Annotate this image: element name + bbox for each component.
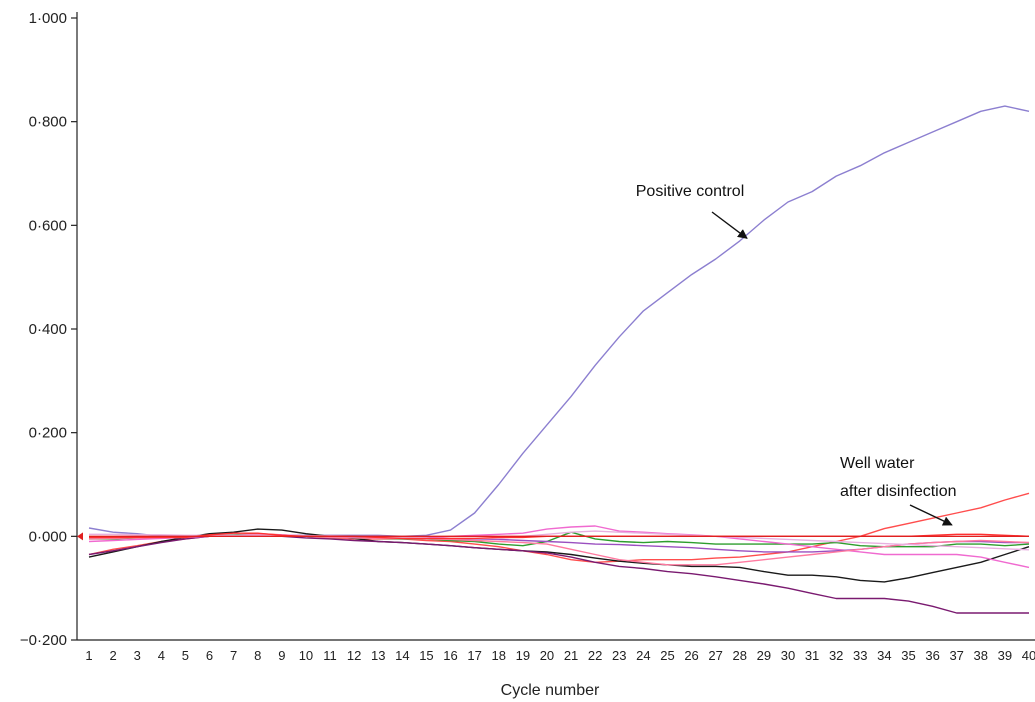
- x-tick-label: 30: [781, 648, 795, 663]
- x-tick-label: 11: [323, 648, 337, 663]
- x-tick-label: 33: [853, 648, 867, 663]
- x-tick-label: 4: [158, 648, 165, 663]
- annotation-positive-control: Positive control: [636, 183, 745, 200]
- y-tick-label: 0·600: [29, 217, 67, 234]
- x-tick-label: 20: [540, 648, 554, 663]
- x-tick-label: 7: [230, 648, 237, 663]
- x-tick-label: 31: [805, 648, 819, 663]
- y-tick-label: 1·000: [29, 10, 67, 27]
- y-tick-label: 0·000: [29, 528, 67, 545]
- annotation-well-water-line2: after disinfection: [840, 483, 957, 500]
- x-tick-label: 19: [516, 648, 530, 663]
- x-tick-label: 13: [371, 648, 385, 663]
- x-tick-label: 34: [877, 648, 891, 663]
- x-tick-label: 2: [109, 648, 116, 663]
- x-tick-label: 8: [254, 648, 261, 663]
- x-tick-label: 26: [684, 648, 698, 663]
- x-tick-label: 22: [588, 648, 602, 663]
- x-tick-label: 12: [347, 648, 361, 663]
- annotation-arrow-positive-control: [711, 211, 748, 239]
- x-tick-label: 1: [85, 648, 92, 663]
- x-tick-label: 10: [299, 648, 313, 663]
- x-tick-label: 35: [901, 648, 915, 663]
- x-tick-label: 6: [206, 648, 213, 663]
- series-line-1: [88, 105, 1030, 539]
- x-tick-label: 29: [757, 648, 771, 663]
- x-tick-label: 25: [660, 648, 674, 663]
- x-tick-label: 37: [949, 648, 963, 663]
- y-tick-label: 0·200: [29, 425, 67, 442]
- y-tick-label: 0·400: [29, 321, 67, 338]
- x-tick-label: 17: [467, 648, 481, 663]
- x-tick-label: 32: [829, 648, 843, 663]
- annotations-layer: Positive control Well water after disinfec…: [636, 183, 957, 526]
- annotation-arrow-well-water: [909, 504, 953, 526]
- x-tick-label: 15: [419, 648, 433, 663]
- x-tick-label: 9: [278, 648, 285, 663]
- x-tick-label: 36: [925, 648, 939, 663]
- y-tick-label: 0·800: [29, 114, 67, 131]
- x-tick-label: 16: [443, 648, 457, 663]
- series-line-9: [89, 530, 1030, 551]
- x-tick-label: 18: [492, 648, 506, 663]
- x-tick-label: 28: [733, 648, 747, 663]
- x-axis-title: Cycle number: [501, 682, 600, 699]
- baseline-marker-icon: [77, 532, 83, 541]
- series-layer: [88, 105, 1030, 614]
- series-line-8: [88, 534, 1030, 566]
- x-tick-label: 27: [708, 648, 722, 663]
- series-line-3: [88, 528, 1030, 583]
- x-tick-label: 21: [564, 648, 578, 663]
- y-tick-label: −0·200: [20, 632, 67, 649]
- x-tick-label: 3: [134, 648, 141, 663]
- x-tick-label: 24: [636, 648, 650, 663]
- x-tick-label: 39: [998, 648, 1012, 663]
- x-tick-label: 38: [974, 648, 988, 663]
- x-tick-label: 23: [612, 648, 626, 663]
- series-line-5: [89, 531, 1030, 548]
- x-tick-label: 40: [1022, 648, 1035, 663]
- x-tick-label: 5: [182, 648, 189, 663]
- annotation-well-water-line1: Well water: [840, 455, 915, 472]
- x-tick-label: 14: [395, 648, 409, 663]
